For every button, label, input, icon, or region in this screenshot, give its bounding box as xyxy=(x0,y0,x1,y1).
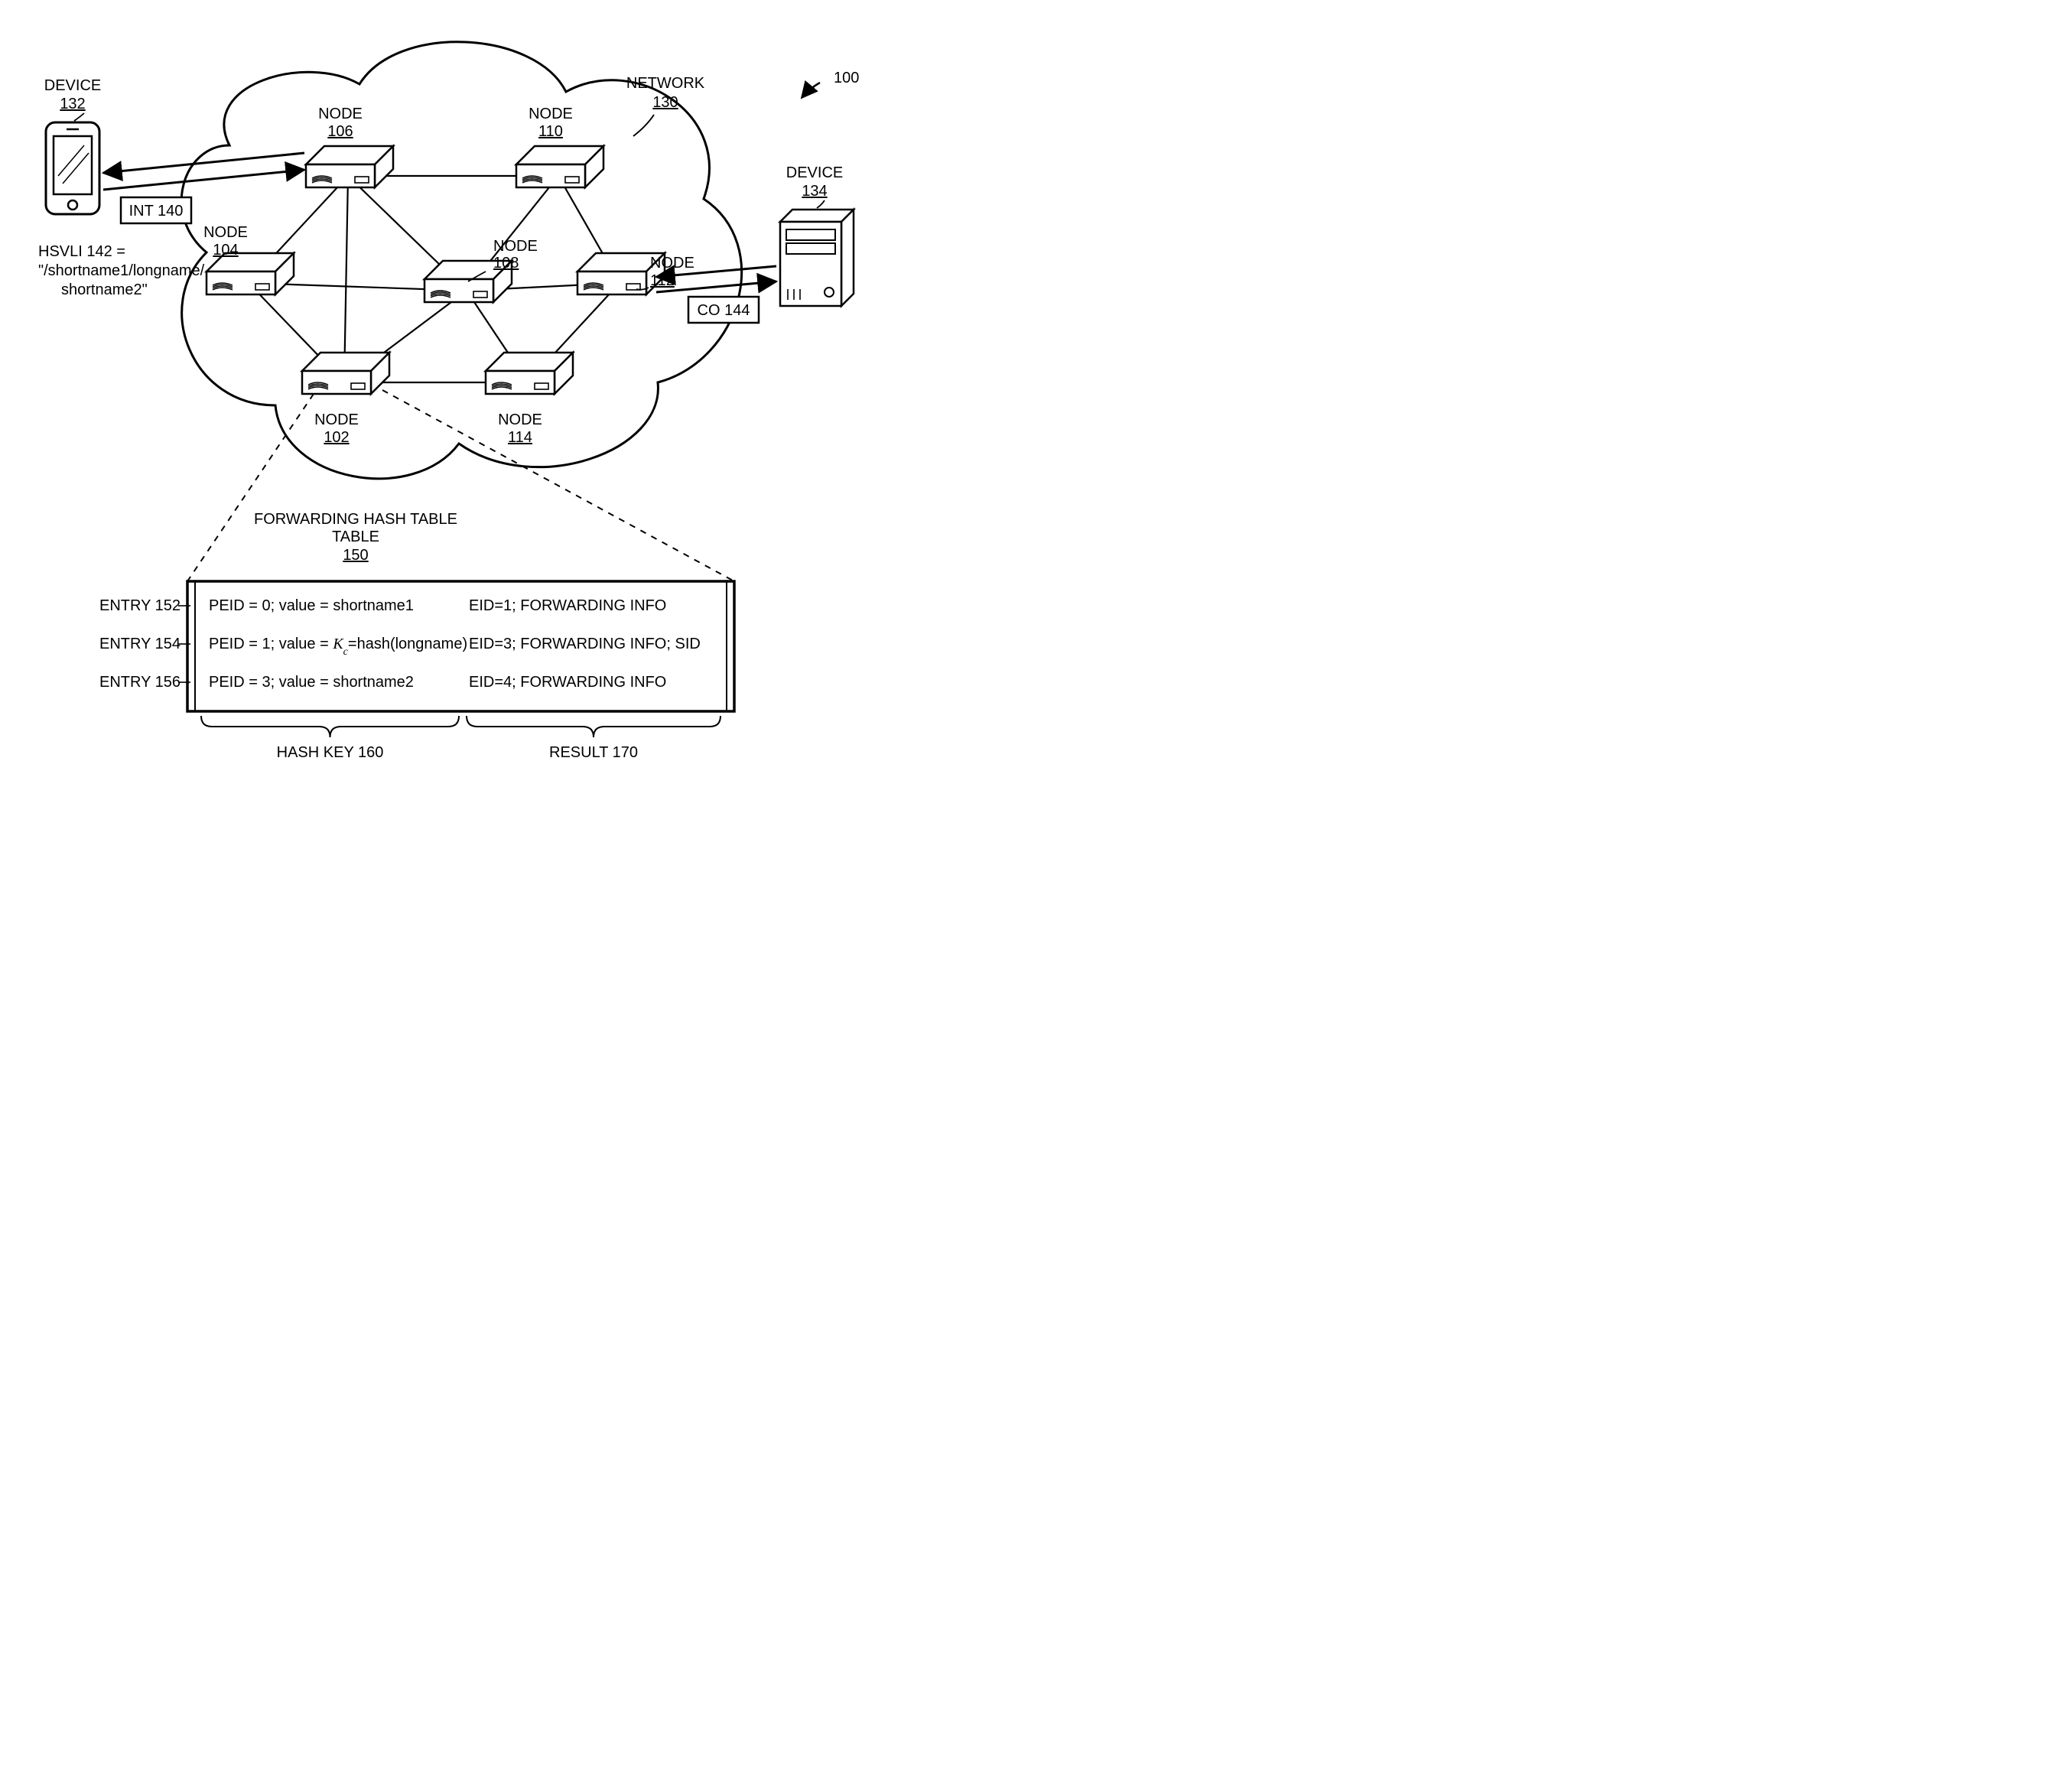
co-box-text: CO 144 xyxy=(698,302,750,319)
entry-result-1: EID=3; FORWARDING INFO; SID xyxy=(469,636,701,652)
device-right-label: DEVICE xyxy=(786,164,843,181)
node-ref-n106: 106 xyxy=(327,123,353,140)
arrow-int xyxy=(103,170,304,190)
network-leader xyxy=(633,115,654,136)
node-label-n108: NODE xyxy=(493,238,538,255)
entry-label-1: ENTRY 154 xyxy=(99,636,181,652)
node-ref-n114: 114 xyxy=(508,429,532,446)
hsvli-line1: "/shortname1/longname/ xyxy=(38,262,205,279)
figure-ref: 100 xyxy=(834,70,859,86)
hashkey-label: HASH KEY 160 xyxy=(277,744,384,761)
node-label-n106: NODE xyxy=(318,106,363,122)
network-ref: 130 xyxy=(652,94,678,111)
callout-left xyxy=(187,394,314,581)
node-ref-n110: 110 xyxy=(538,123,563,140)
entry-result-2: EID=4; FORWARDING INFO xyxy=(469,674,666,691)
node-label-n112: NODE xyxy=(650,255,694,272)
hsvli-line2: shortname2" xyxy=(61,281,148,298)
device-left-ref: 132 xyxy=(60,96,85,112)
router-node xyxy=(306,146,393,187)
entry-key-2: PEID = 3; value = shortname2 xyxy=(209,674,414,691)
device-left-label: DEVICE xyxy=(44,77,101,94)
device-right-ref: 134 xyxy=(802,183,827,200)
entry-result-0: EID=1; FORWARDING INFO xyxy=(469,597,666,614)
node-label-n114: NODE xyxy=(498,411,542,428)
entry-label-0: ENTRY 152 xyxy=(99,597,181,614)
node-ref-n102: 102 xyxy=(324,429,349,446)
arrow-int-back xyxy=(103,153,304,173)
router-node xyxy=(302,353,389,394)
callout-right xyxy=(382,390,734,581)
table-title2: TABLE xyxy=(332,528,379,545)
result-label: RESULT 170 xyxy=(549,744,638,761)
hsvli-label: HSVLI 142 = xyxy=(38,243,125,260)
node-label-n102: NODE xyxy=(314,411,359,428)
node-ref-n108: 108 xyxy=(493,255,519,272)
table-ref: 150 xyxy=(343,547,368,564)
router-node xyxy=(207,253,294,294)
node-ref-n104: 104 xyxy=(213,242,238,259)
int-box-text: INT 140 xyxy=(129,203,184,220)
hashkey-brace xyxy=(201,716,459,737)
device-phone xyxy=(46,122,99,214)
node-label-n104: NODE xyxy=(203,224,248,241)
router-node xyxy=(516,146,603,187)
node-label-n110: NODE xyxy=(529,106,573,122)
entry-key-0: PEID = 0; value = shortname1 xyxy=(209,597,414,614)
device-server xyxy=(780,210,854,306)
figure-ref-arrow xyxy=(802,83,820,98)
result-brace xyxy=(467,716,720,737)
network-label: NETWORK xyxy=(626,75,705,92)
entry-label-2: ENTRY 156 xyxy=(99,674,181,691)
router-node xyxy=(486,353,573,394)
table-title: FORWARDING HASH TABLE xyxy=(254,511,457,528)
